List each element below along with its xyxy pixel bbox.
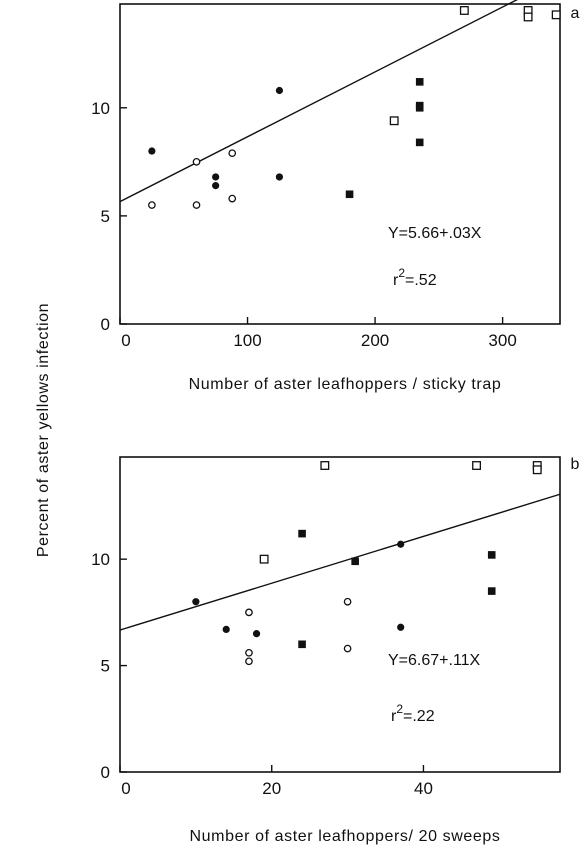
regression-equation: Y=5.66+.03X (388, 225, 482, 242)
y-tick-label: 10 (91, 550, 110, 569)
point-filled-circle (397, 540, 405, 548)
panel-b: 0 20 40 0 5 10 Y=6.67+.11X r2=.22 b Number of ast… (91, 456, 579, 845)
point-filled-square (415, 78, 424, 86)
x-tick-label: 100 (233, 331, 261, 350)
y-tick-label: 5 (101, 657, 110, 676)
y-tick-label: 0 (101, 763, 110, 782)
point-filled-circle (212, 173, 220, 181)
point-open-circle (228, 149, 237, 158)
point-open-circle (192, 201, 201, 209)
panel-letter: b (571, 456, 580, 473)
point-open-square (523, 12, 533, 22)
point-filled-square (298, 529, 306, 538)
x-axis-label: Number of aster leafhoppers / sticky tra… (189, 376, 502, 393)
shared-y-axis-label: Percent of aster yellows infection (35, 303, 52, 557)
point-open-square (551, 10, 561, 20)
point-open-circle (245, 657, 253, 666)
x-tick-label: 200 (361, 331, 389, 350)
point-filled-square (351, 557, 359, 566)
y-tick-label: 10 (91, 99, 110, 118)
x-tick-label: 20 (262, 779, 281, 798)
point-filled-circle (275, 86, 284, 95)
point-open-square (459, 6, 469, 15)
point-open-circle (148, 201, 156, 209)
point-open-square (532, 465, 542, 475)
x-tick-label: 300 (488, 331, 516, 350)
point-filled-circle (252, 630, 261, 638)
plot-frame (119, 456, 561, 773)
r-squared: r2=.22 (391, 702, 435, 725)
point-open-circle (228, 194, 237, 203)
point-filled-circle (275, 173, 284, 181)
regression-line (119, 493, 561, 631)
point-filled-circle (192, 598, 200, 606)
y-tick-label: 0 (101, 315, 110, 334)
point-open-circle (343, 644, 352, 653)
r-squared: r2=.52 (393, 266, 437, 289)
panel-a: 0 100 200 300 0 5 10 Y=5.66+.03X r2=.52 a Number o… (91, 0, 580, 393)
point-filled-square (345, 190, 354, 199)
y-tick-label: 5 (101, 207, 110, 226)
point-filled-square (298, 640, 306, 649)
point-open-circle (245, 648, 253, 657)
point-filled-circle (397, 623, 405, 631)
point-filled-circle (222, 625, 230, 633)
point-open-circle (245, 608, 253, 617)
x-axis-label: Number of aster leafhoppers/ 20 sweeps (190, 828, 501, 845)
panel-letter: a (571, 5, 580, 22)
regression-equation: Y=6.67+.11X (388, 652, 481, 669)
point-filled-square (415, 138, 424, 147)
point-filled-square (487, 587, 496, 595)
plot-frame (119, 3, 561, 325)
point-filled-square (487, 551, 496, 559)
x-tick-label: 0 (121, 331, 130, 350)
point-open-square (472, 461, 482, 470)
point-filled-circle (148, 147, 156, 155)
point-open-square (320, 461, 330, 470)
point-open-square (389, 116, 399, 126)
point-open-circle (343, 597, 352, 606)
point-open-square (259, 554, 269, 564)
point-filled-circle (212, 182, 220, 190)
point-filled-square (415, 103, 424, 112)
regression-line (119, 0, 518, 203)
x-tick-label: 40 (414, 779, 433, 798)
point-open-circle (192, 157, 201, 166)
x-tick-label: 0 (121, 779, 130, 798)
